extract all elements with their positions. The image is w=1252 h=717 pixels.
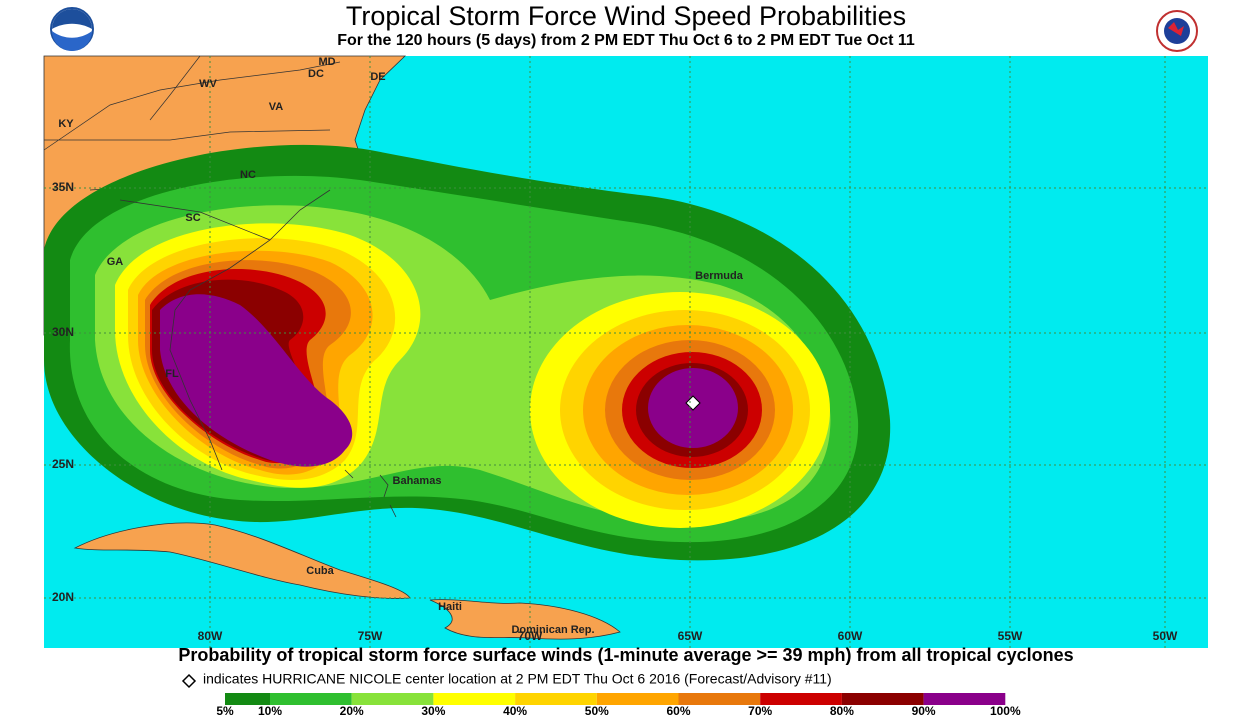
probability-area xyxy=(160,294,353,467)
legend-label: 10% xyxy=(258,704,282,717)
legend-label: 5% xyxy=(216,704,234,717)
lon-label: 55W xyxy=(998,629,1023,643)
legend-swatch xyxy=(596,693,679,705)
coastline xyxy=(119,189,397,518)
legend-label: 40% xyxy=(503,704,527,717)
legend-swatch xyxy=(841,693,924,705)
place-label: Dominican Rep. xyxy=(511,624,594,636)
legend-label: 80% xyxy=(830,704,854,717)
legend-swatch xyxy=(678,693,761,705)
place-label: Cuba xyxy=(306,565,334,577)
legend: 5% 10% 20% 30% 40% 50% 60% 70% 80% 90% 100% xyxy=(216,693,1021,717)
place-label: WV xyxy=(199,78,217,90)
legend-swatch xyxy=(351,693,434,705)
legend-label: 50% xyxy=(585,704,609,717)
place-label: DC xyxy=(308,68,324,80)
legend-swatch xyxy=(515,693,597,705)
legend-label: 30% xyxy=(421,704,445,717)
place-label: VA xyxy=(269,101,284,113)
lon-label: 70W xyxy=(518,629,543,643)
legend-note: indicates HURRICANE NICOLE center locati… xyxy=(203,671,832,687)
lat-label: 25N xyxy=(52,457,74,471)
legend-label: 90% xyxy=(912,704,936,717)
place-label: KY xyxy=(58,118,74,130)
place-label: SC xyxy=(185,212,200,224)
lat-label: 20N xyxy=(52,590,74,604)
legend-swatch xyxy=(270,693,352,705)
lat-label: 30N xyxy=(52,325,74,339)
title: Tropical Storm Force Wind Speed Probabil… xyxy=(346,1,906,31)
legend-label: 100% xyxy=(990,704,1021,717)
place-label: NC xyxy=(240,169,256,181)
noaa-logo xyxy=(50,7,94,51)
lon-label: 65W xyxy=(678,629,703,643)
legend-diamond xyxy=(181,673,197,689)
map: 35N 30N 25N 20N 80W 75W 70W 65W 60W 55W 50W KY WV VA M… xyxy=(43,55,1208,648)
place-label: DE xyxy=(370,71,385,83)
legend-swatch xyxy=(923,693,1006,705)
caption: Probability of tropical storm force surf… xyxy=(178,645,1073,665)
place-label: MD xyxy=(318,56,335,68)
place-label: Haiti xyxy=(438,601,462,613)
legend-label: 60% xyxy=(666,704,690,717)
legend-swatch xyxy=(760,693,842,705)
place-label: Bermuda xyxy=(695,270,744,282)
legend-swatch xyxy=(225,693,270,705)
place-label: GA xyxy=(107,256,124,268)
lon-label: 75W xyxy=(358,629,383,643)
lon-label: 60W xyxy=(838,629,863,643)
place-label: FL xyxy=(165,368,179,380)
legend-swatch xyxy=(433,693,516,705)
legend-label: 70% xyxy=(748,704,772,717)
subtitle: For the 120 hours (5 days) from 2 PM EDT… xyxy=(337,32,915,49)
nws-logo xyxy=(1156,10,1198,52)
lat-label: 35N xyxy=(52,180,74,194)
lon-label: 80W xyxy=(198,629,223,643)
place-label: Bahamas xyxy=(393,475,442,487)
legend-label: 20% xyxy=(340,704,364,717)
land-hispaniola xyxy=(429,599,621,640)
lon-label: 50W xyxy=(1153,629,1178,643)
